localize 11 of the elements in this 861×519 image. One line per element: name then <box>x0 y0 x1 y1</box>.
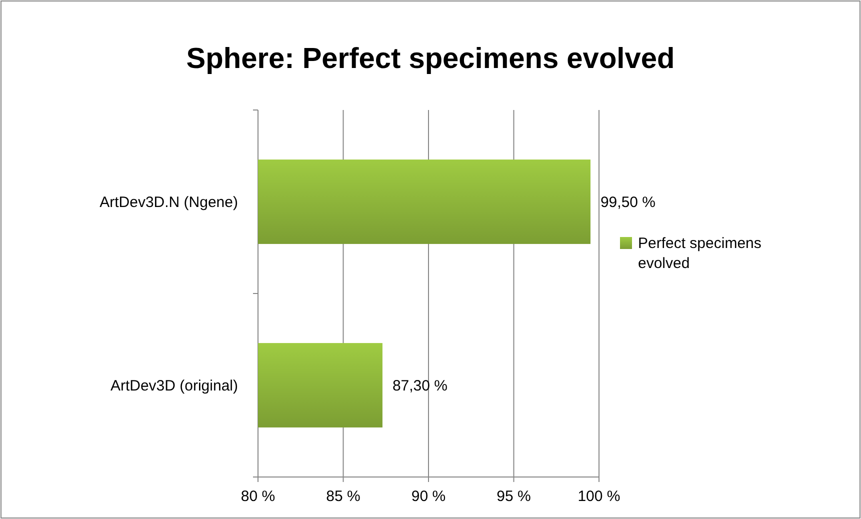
y-tick-label: ArtDev3D.N (Ngene) <box>100 194 238 211</box>
x-tick-label: 90 % <box>411 488 446 505</box>
x-tick-label: 100 % <box>578 488 620 505</box>
x-tick-label: 80 % <box>240 488 276 505</box>
chart-title: Sphere: Perfect specimens evolved <box>186 43 675 75</box>
y-tick-label: ArtDev3D (original) <box>110 377 238 394</box>
data-label: 99,50 % <box>600 194 656 211</box>
x-tick-label: 95 % <box>496 488 531 505</box>
x-tick-label: 85 % <box>326 488 360 505</box>
legend-label: Perfect specimens evolved <box>638 235 762 272</box>
data-label: 87,30 % <box>392 377 448 394</box>
